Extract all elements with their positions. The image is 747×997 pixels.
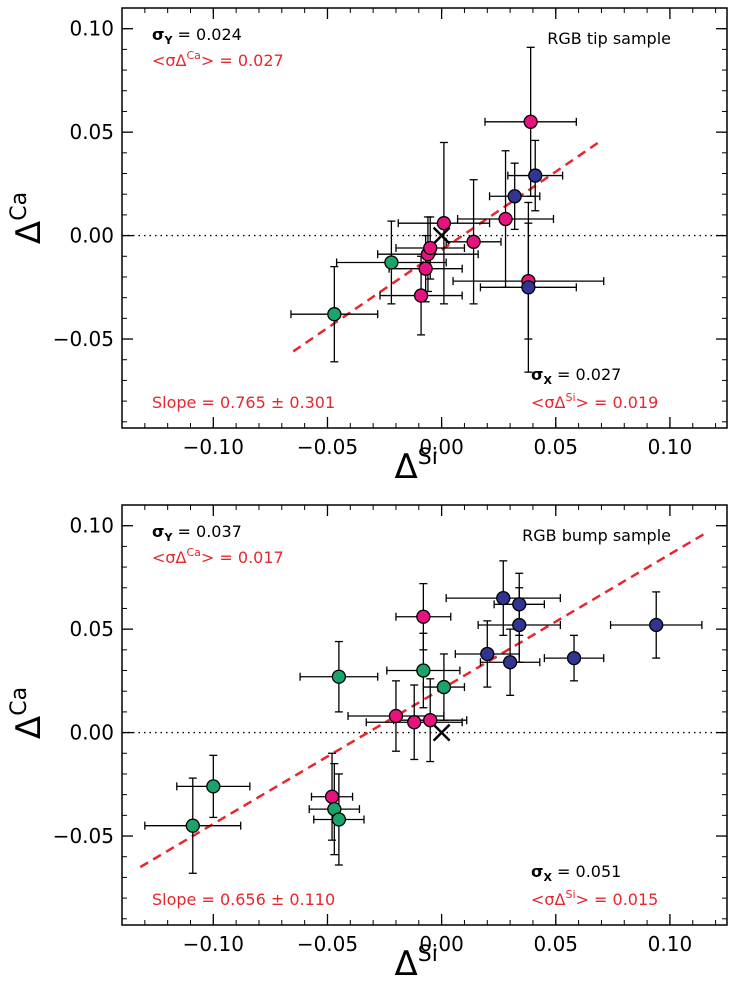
sample-label: RGB bump sample (522, 526, 671, 545)
data-point-magenta (523, 114, 538, 129)
y-tick-label: 0.00 (69, 224, 114, 248)
data-point-green (384, 255, 399, 270)
data-point-green (331, 812, 347, 827)
data-point-green (331, 669, 347, 684)
y-tick-label: 0.10 (69, 514, 114, 538)
mean-error-x-label: <σΔSi> = 0.019 (531, 391, 658, 412)
mean-error-y-label: <σΔCa> = 0.027 (152, 49, 284, 70)
data-point-green (206, 779, 221, 794)
data-point-magenta (388, 708, 404, 724)
y-tick-label: −0.05 (53, 327, 114, 351)
panel-rgb-bump: −0.10 −0.05 0.00 0.05 0.10 −0.05 0.00 0.05 0.10 σ… (7, 504, 728, 984)
data-point-magenta (418, 261, 433, 276)
data-point-blue (502, 655, 518, 670)
data-point-green (185, 818, 200, 833)
data-point-blue (512, 597, 527, 612)
data-point-blue (528, 168, 543, 183)
x-tick-label: −0.10 (183, 435, 244, 459)
data-point-blue (496, 590, 511, 606)
x-axis-label: ΔSi (395, 445, 438, 487)
x-tick-label: −0.05 (297, 932, 358, 956)
data-point-blue (507, 189, 522, 204)
data-point-blue (566, 650, 582, 666)
data-point-green (436, 679, 452, 695)
x-tick-label: 0.00 (419, 435, 464, 459)
data-point-magenta (423, 240, 438, 256)
x-axis-label: ΔSi (395, 942, 438, 984)
fit-line (139, 532, 705, 869)
sigma-y-label: σY = 0.037 (152, 522, 242, 544)
x-tick-label: 0.10 (648, 435, 693, 459)
data-point-blue (521, 280, 536, 295)
data-point-green (327, 307, 342, 322)
mean-error-x-label: <σΔSi> = 0.015 (531, 888, 658, 909)
fit-line (292, 139, 603, 353)
y-tick-label: −0.05 (53, 824, 114, 848)
y-tick-label: 0.05 (69, 617, 114, 641)
x-tick-label: 0.00 (419, 932, 464, 956)
y-axis-label: ΔCa (7, 192, 49, 244)
x-tick-label: 0.05 (534, 435, 579, 459)
data-point-magenta (324, 789, 340, 804)
data-point-magenta (498, 211, 513, 227)
data-point-magenta (436, 216, 452, 231)
origin-x-marker (432, 723, 451, 742)
plot-frame (121, 7, 728, 429)
y-axis-label: ΔCa (7, 687, 49, 739)
x-tick-label: 0.10 (648, 932, 693, 956)
x-tick-label: −0.05 (297, 435, 358, 459)
y-tick-label: 0.05 (69, 120, 114, 144)
y-tick-label: 0.00 (69, 721, 114, 745)
data-point-magenta (416, 609, 431, 624)
x-tick-label: 0.05 (534, 932, 579, 956)
data-point-magenta (407, 715, 422, 730)
slope-label: Slope = 0.765 ± 0.301 (152, 393, 335, 412)
y-tick-label: 0.10 (69, 17, 114, 41)
sigma-x-label: σX = 0.027 (531, 365, 621, 387)
data-point-blue (512, 617, 527, 633)
origin-x-marker (432, 226, 451, 245)
sigma-y-label: σY = 0.024 (152, 25, 242, 47)
data-point-green (416, 663, 431, 678)
x-tick-label: −0.10 (183, 932, 244, 956)
mean-error-y-label: <σΔCa> = 0.017 (152, 546, 284, 567)
data-point-magenta (413, 288, 429, 303)
data-point-blue (649, 617, 664, 633)
data-point-magenta (423, 713, 438, 728)
sample-label: RGB tip sample (547, 29, 671, 48)
sigma-x-label: σX = 0.051 (531, 862, 621, 884)
panel-rgb-tip: −0.10 −0.05 0.00 0.05 0.10 −0.05 0.00 0.05 0.10 σ… (7, 7, 728, 487)
slope-label: Slope = 0.656 ± 0.110 (152, 890, 335, 909)
data-point-blue (480, 646, 495, 662)
data-point-magenta (466, 234, 481, 249)
plot-frame (121, 504, 728, 926)
